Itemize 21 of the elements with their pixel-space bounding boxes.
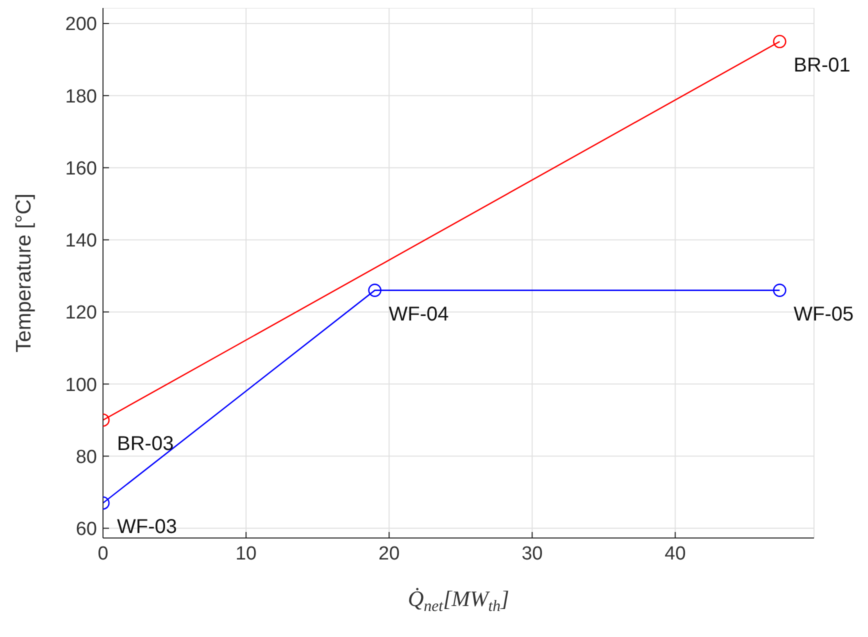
y-tick-label: 180 <box>65 86 97 108</box>
y-axis-title: Temperature [°C] <box>12 194 36 352</box>
y-tick-label: 200 <box>65 14 97 36</box>
annotation: BR-01 <box>794 54 850 77</box>
y-tick-label: 160 <box>65 158 97 180</box>
annotation: WF-03 <box>117 516 177 538</box>
x-axis-title: Q̇$_{net}$[MW$_{th}$] <box>408 586 510 615</box>
annotation: WF-04 <box>388 303 449 326</box>
point <box>773 284 786 297</box>
x-tick-label: 0 <box>98 543 108 564</box>
x-tick-label: 30 <box>522 543 543 564</box>
y-tick-label: 100 <box>65 374 97 396</box>
annotation: BR-03 <box>117 433 174 456</box>
y-tick-label: 120 <box>65 302 97 324</box>
annotation: WF-05 <box>794 303 854 326</box>
y-tick-label: 80 <box>76 446 97 468</box>
y-tick-label: 140 <box>65 230 97 252</box>
y-tick-label: 60 <box>76 519 97 540</box>
x-tick-label: 40 <box>664 543 686 564</box>
x-tick-label: 20 <box>378 543 400 564</box>
x-tick-label: 10 <box>235 543 257 564</box>
